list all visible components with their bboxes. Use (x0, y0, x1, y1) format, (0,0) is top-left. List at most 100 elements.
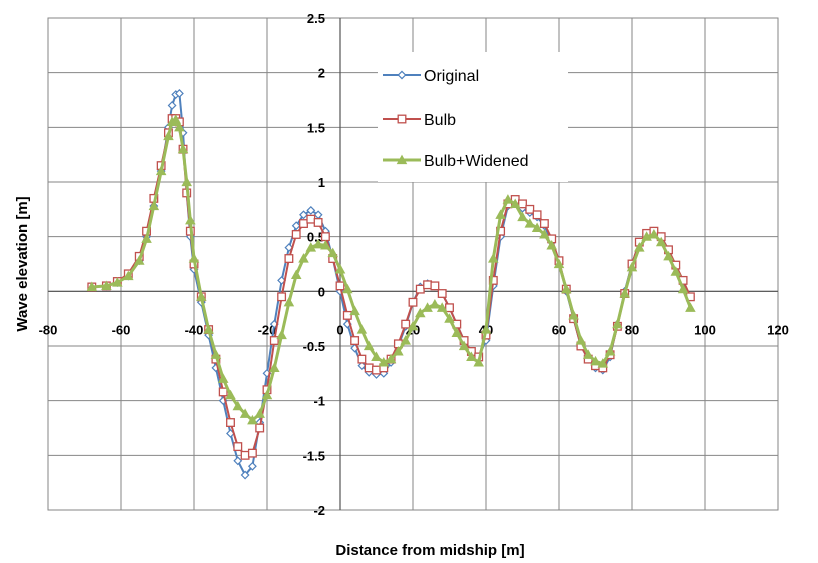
data-point (299, 219, 308, 228)
legend-label: Bulb (424, 112, 456, 129)
data-point (141, 233, 152, 243)
y-tick-label: -1 (313, 394, 325, 409)
data-point (524, 218, 536, 228)
data-point (590, 355, 601, 366)
data-point (539, 219, 549, 228)
data-point (685, 302, 696, 312)
data-point (619, 288, 630, 298)
data-point (423, 280, 433, 290)
legend-marker (397, 114, 407, 124)
data-point (233, 456, 243, 466)
data-point (232, 400, 244, 411)
data-point (335, 281, 345, 291)
data-point (612, 318, 623, 329)
data-point (517, 211, 528, 222)
y-tick-label: 0.5 (307, 230, 325, 245)
data-point (306, 205, 316, 215)
x-tick-label: 100 (694, 322, 716, 337)
x-tick-label: 60 (552, 322, 566, 337)
data-point (291, 230, 301, 239)
data-point (568, 309, 579, 320)
data-point (415, 307, 426, 318)
series-bulb-widened (86, 114, 696, 425)
data-point (561, 283, 572, 294)
legend-label: Bulb+Widened (424, 153, 529, 170)
data-point (582, 349, 594, 359)
data-point (604, 346, 616, 356)
data-point (133, 255, 145, 265)
data-point (458, 340, 470, 351)
data-point (196, 291, 207, 301)
data-point (334, 264, 346, 274)
data-point (247, 448, 257, 458)
data-point (218, 387, 228, 397)
data-point (495, 209, 506, 219)
data-point (480, 324, 492, 334)
data-point (290, 269, 302, 280)
data-point (284, 243, 294, 253)
data-point (400, 335, 411, 345)
data-point (415, 284, 425, 294)
data-point (393, 346, 404, 356)
data-point (518, 199, 527, 209)
data-point (320, 239, 331, 250)
data-point (422, 302, 433, 312)
x-tick-label: -20 (258, 322, 277, 337)
data-point (327, 247, 338, 258)
x-tick-label: -60 (112, 322, 131, 337)
data-point (451, 327, 463, 337)
data-point (188, 253, 200, 263)
data-point (181, 176, 192, 187)
data-point (531, 222, 543, 233)
data-point (269, 362, 280, 372)
legend-label: Original (424, 68, 479, 85)
x-tick-label: 120 (767, 322, 789, 337)
data-point (320, 232, 330, 242)
y-tick-label: -2 (313, 503, 325, 518)
data-point (255, 423, 265, 433)
data-point (430, 281, 440, 291)
data-point (473, 356, 484, 367)
data-point (177, 143, 189, 154)
legend: Original Bulb Bulb+Widened (378, 52, 568, 182)
data-point (357, 361, 367, 371)
data-point (342, 310, 352, 320)
data-point (163, 130, 174, 141)
data-point (466, 351, 477, 362)
data-point (356, 324, 368, 334)
data-point (284, 254, 294, 263)
data-point (203, 324, 214, 334)
data-point (174, 88, 184, 98)
y-tick-label: -0.5 (303, 339, 325, 354)
x-tick-label: -40 (185, 322, 204, 337)
data-point (634, 242, 645, 252)
data-point (597, 358, 609, 368)
data-point (185, 214, 196, 225)
data-point (240, 470, 250, 480)
data-point (546, 239, 557, 250)
data-point (437, 289, 447, 298)
data-point (371, 351, 382, 362)
data-point (170, 114, 182, 124)
y-tick-label: 2.5 (307, 11, 325, 26)
data-point (148, 200, 160, 211)
data-point (357, 354, 367, 364)
data-point (509, 198, 521, 208)
x-tick-label: 80 (625, 322, 639, 337)
data-point (269, 336, 279, 345)
y-tick-label: -1.5 (303, 448, 325, 463)
data-point (502, 194, 514, 204)
data-point (123, 270, 134, 281)
data-point (385, 353, 397, 364)
gridlines (47, 17, 779, 511)
data-point (553, 258, 565, 269)
data-point (648, 229, 660, 239)
data-point (364, 363, 374, 373)
data-point (372, 365, 381, 375)
y-tick-label: 0 (318, 284, 325, 299)
data-point (655, 236, 667, 247)
data-point (298, 253, 309, 263)
data-point (575, 335, 587, 345)
x-tick-labels: -80-60-40-20020406080100120 (39, 322, 789, 337)
